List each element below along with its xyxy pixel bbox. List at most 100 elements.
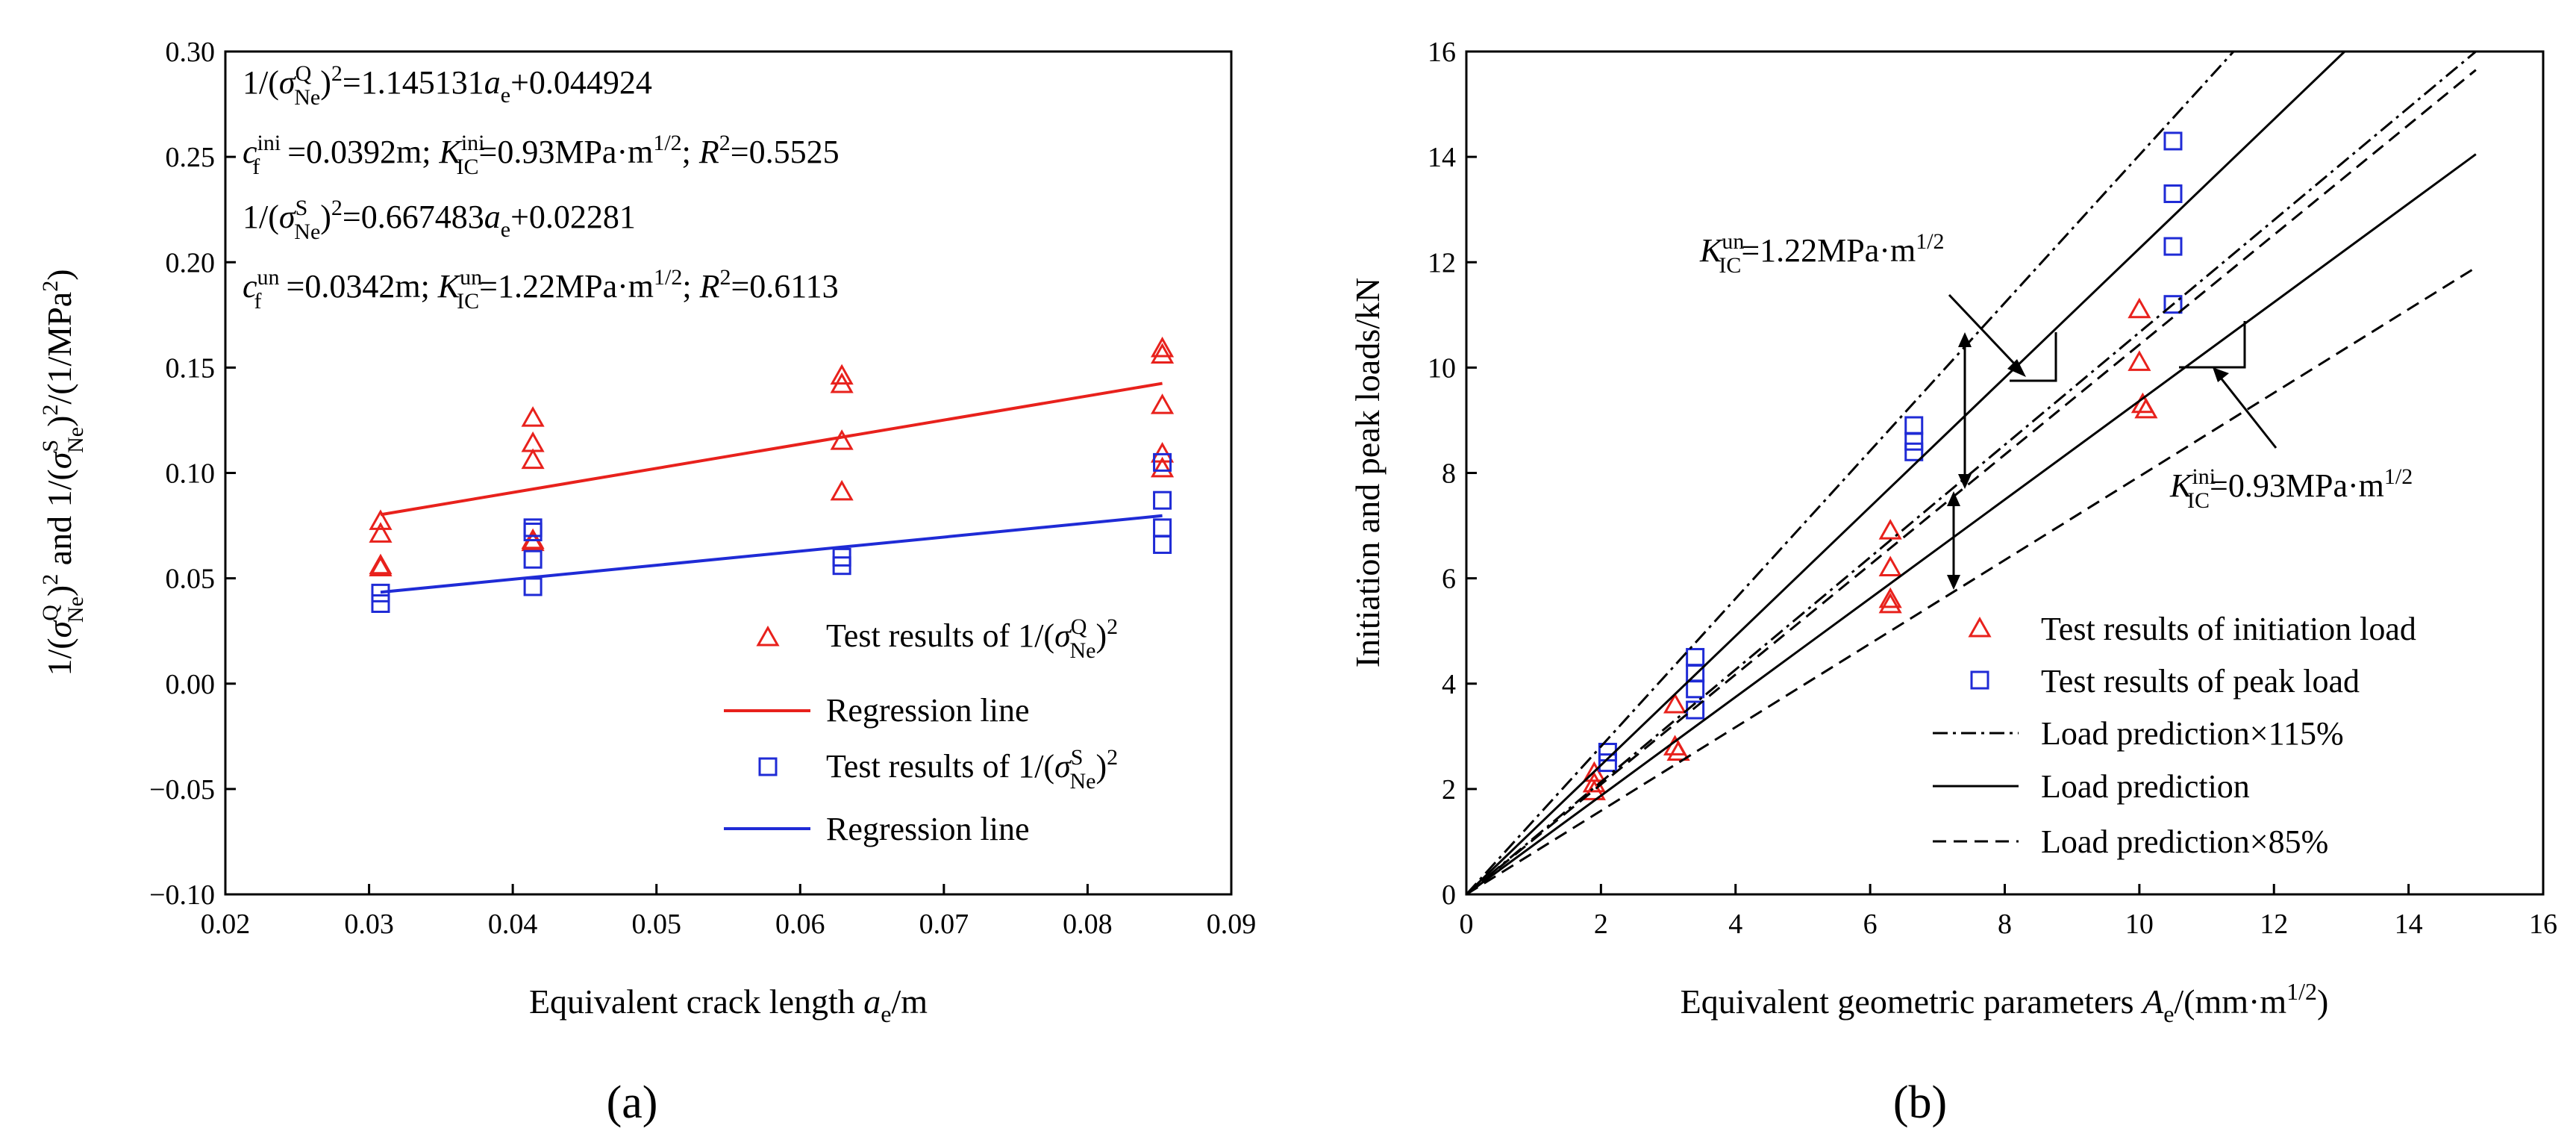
data-point-square [832, 556, 851, 576]
y-tick-label: 6 [1442, 564, 1456, 595]
data-point-triangle [1663, 692, 1687, 714]
data-point-triangle [1878, 592, 1902, 614]
data-point-square [1904, 432, 1924, 451]
regression-annotations-a: 1/(σQ Ne)2=1.145131ae+0.044924 cini f =0.0… [243, 61, 840, 314]
legend-marker-triangle-b [1968, 616, 1992, 638]
prediction-line-dashed [1466, 69, 2477, 896]
legend-label-initiation-b: Test results of initiation load [2041, 611, 2416, 647]
kic-un-arrowhead [2007, 359, 2026, 377]
data-point-triangle [521, 406, 545, 427]
data-point-triangle [1150, 336, 1175, 358]
kic-un-label: Kun IC=1.22MPa·m1/2 [1699, 229, 1945, 278]
data-point-triangle [369, 555, 393, 577]
x-tick-label: 2 [1594, 909, 1608, 940]
data-point-triangle [830, 479, 854, 501]
data-point-triangle [1666, 740, 1690, 761]
data-point-square [1598, 753, 1617, 773]
y-tick-label: 0.00 [166, 669, 216, 700]
prediction-line-dashdot [1465, 50, 2235, 896]
legend-label-prediction: Load prediction [2041, 768, 2250, 805]
regression-line [380, 381, 1163, 517]
kic-ini-label: Kini IC=0.93MPa·m1/2 [2169, 464, 2413, 513]
x-tick-label: 8 [1998, 909, 2012, 940]
legend-label-peak-a: Test results of 1/(σS Ne)2 [826, 745, 1118, 794]
data-point-triangle [1582, 779, 1606, 800]
prediction-line-dashdot [1466, 50, 2477, 896]
data-point-triangle [1878, 555, 1902, 577]
legend-marker-triangle-a [756, 625, 780, 647]
data-point-triangle [2128, 297, 2151, 319]
data-point-triangle [2134, 397, 2158, 419]
data-point-triangle [1150, 456, 1175, 478]
y-tick-label: 0.25 [166, 142, 216, 173]
x-tick-label: 10 [2125, 909, 2154, 940]
y-tick-label: −0.10 [149, 879, 215, 911]
x-tick-label: 4 [1728, 909, 1742, 940]
data-point-square [1153, 518, 1172, 538]
panel-label-a: (a) [607, 1077, 658, 1128]
legend-marker-square-b [1970, 670, 1989, 690]
fracture-params-peak: cun f =0.0342m; Kun IC=1.22MPa·m1/2; R2=0.… [243, 265, 839, 314]
x-tick-label: 16 [2529, 909, 2557, 940]
y-tick-label: 0.30 [166, 37, 216, 68]
data-point-triangle [1878, 587, 1902, 608]
kic-ini-arrowhead [2213, 367, 2229, 382]
band-arrow-lower-head-top [1947, 491, 1960, 506]
data-point-square [1153, 490, 1172, 510]
legend-a: Test results of 1/(σQ Ne)2 Regression lin… [724, 614, 1118, 847]
ticks-panel-a: 0.02 0.03 0.04 0.05 0.06 0.07 0.08 0.09 0.30 0.25… [149, 37, 1256, 940]
slope-triangle-un [2010, 332, 2057, 382]
x-tick-label: 0.08 [1063, 909, 1113, 940]
annotations-b: Kun IC=1.22MPa·m1/2 Kini IC=0.93MPa·m1/2 [1699, 229, 2413, 590]
x-tick-label: 0.02 [201, 909, 251, 940]
data-point-triangle [369, 509, 393, 530]
y-tick-label: 16 [1428, 37, 1456, 68]
equation-initiation: 1/(σQ Ne)2=1.145131ae+0.044924 [243, 61, 652, 110]
y-tick-label: −0.05 [149, 774, 215, 806]
marks-panel-b [1465, 50, 2477, 896]
data-point-triangle [369, 522, 393, 543]
x-tick-label: 0 [1460, 909, 1474, 940]
data-point-triangle [1150, 442, 1175, 463]
legend-label-peak-b: Test results of peak load [2041, 663, 2360, 700]
ticks-panel-b: 0 2 4 6 8 10 12 14 16 16 14 12 10 8 6 4 2 0 [1428, 37, 2557, 940]
data-point-square [371, 594, 390, 613]
x-axis-label-a: Equivalent crack length ae/m [529, 982, 928, 1027]
data-point-triangle [521, 530, 545, 552]
data-point-square [1904, 416, 1924, 435]
data-point-triangle [1150, 343, 1175, 364]
legend-label-115: Load prediction×115% [2041, 715, 2344, 752]
x-tick-label: 6 [1863, 909, 1878, 940]
band-arrow-upper-head-top [1958, 332, 1972, 347]
data-point-square [1686, 679, 1705, 699]
x-tick-label: 0.07 [919, 909, 969, 940]
equation-peak: 1/(σS Ne)2=0.667483ae+0.02281 [243, 196, 636, 244]
x-tick-label: 0.03 [344, 909, 394, 940]
y-axis-label-b: Initiation and peak loads/kN [1348, 278, 1387, 668]
y-axis-label-a: 1/(σQNe)2 and 1/(σSNe)2/(1/MPa2) [38, 269, 88, 676]
x-axis-label-b: Equivalent geometric parameters Ae/(mm·m… [1681, 978, 2329, 1027]
x-tick-label: 0.09 [1207, 909, 1257, 940]
data-point-square [523, 549, 543, 569]
data-point-triangle [1878, 519, 1902, 540]
data-point-triangle [2128, 350, 2151, 371]
y-tick-label: 0.10 [166, 458, 216, 490]
legend-label-85: Load prediction×85% [2041, 823, 2328, 860]
x-tick-label: 0.06 [775, 909, 825, 940]
x-tick-label: 14 [2395, 909, 2423, 940]
y-tick-label: 8 [1442, 458, 1456, 490]
data-point-square [523, 577, 543, 596]
data-point-square [2163, 237, 2183, 256]
data-point-square [523, 523, 543, 542]
marks-panel-a [369, 336, 1175, 613]
band-arrow-lower-head-bottom [1947, 575, 1960, 590]
data-point-triangle [830, 364, 854, 385]
fracture-params-initiation: cini f =0.0392m; Kini IC=0.93MPa·m1/2; R2=… [243, 131, 840, 179]
y-tick-label: 0 [1442, 879, 1456, 911]
kic-ini-pointer [2219, 376, 2278, 449]
legend-label-regression-red: Regression line [826, 692, 1030, 729]
y-tick-label: 2 [1442, 774, 1456, 806]
prediction-line-solid [1466, 153, 2477, 896]
data-point-square [1153, 535, 1172, 554]
